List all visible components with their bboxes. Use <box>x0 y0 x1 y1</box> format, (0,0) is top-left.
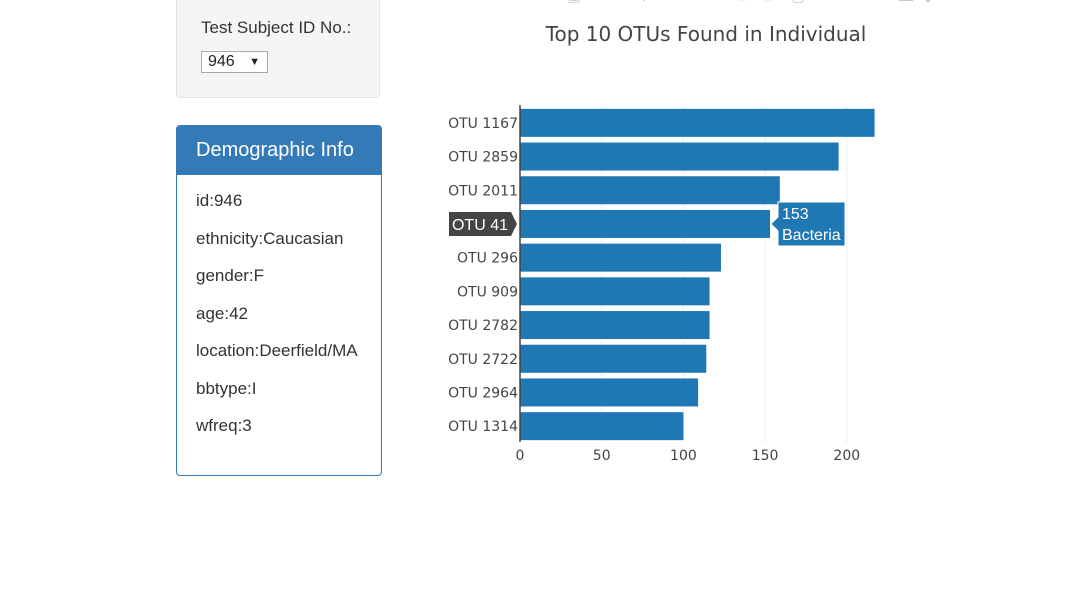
hover-closest-icon[interactable]: ▬ <box>898 0 914 4</box>
axis-hover-box <box>449 211 517 236</box>
x-tick-label: 100 <box>670 448 697 464</box>
hover-compare-icon[interactable]: ◆ <box>920 0 936 4</box>
demographic-id: id:946 <box>196 191 243 210</box>
bar[interactable] <box>520 142 839 171</box>
demographic-ethnicity: ethnicity:Caucasian <box>196 228 344 248</box>
bar[interactable] <box>520 108 875 137</box>
spike-lines-icon[interactable]: + <box>866 0 882 4</box>
plotly-logo-icon[interactable]: ▀ <box>962 0 978 4</box>
demographic-age: age:42 <box>196 303 248 323</box>
subject-id-select[interactable]: 946 ▼ <box>201 51 268 73</box>
bar[interactable] <box>520 344 707 373</box>
demographic-bbtype: bbtype:I <box>196 378 257 398</box>
y-tick-label: OTU 296 <box>457 251 518 267</box>
x-tick-label: 150 <box>752 448 779 464</box>
zoom-icon[interactable]: ● <box>606 0 622 4</box>
x-tick-label: 0 <box>516 448 525 464</box>
bar[interactable] <box>520 209 771 238</box>
x-tick-label: 50 <box>593 448 611 464</box>
data-hover-box <box>770 201 846 247</box>
subject-id-value: 946 <box>208 53 235 70</box>
hover-text: Bacteria <box>782 227 841 244</box>
demographic-panel-heading: Demographic Info <box>177 126 381 175</box>
subject-id-label: Test Subject ID No.: <box>201 18 352 37</box>
camera-icon[interactable]: ▣ <box>566 0 582 4</box>
bar[interactable] <box>520 277 710 306</box>
demographic-location: location:Deerfield/MA <box>196 341 358 360</box>
bar[interactable] <box>520 412 684 441</box>
axis-hover-label: OTU 41 <box>452 217 508 234</box>
reset-axes-icon[interactable]: ▪ <box>826 0 842 4</box>
demographic-gender: gender:F <box>196 266 265 285</box>
zoom-out-icon[interactable]: ■ <box>760 0 776 4</box>
pan-icon[interactable]: ↕ <box>636 0 652 4</box>
chart-title: Top 10 OTUs Found in Individual <box>545 22 867 46</box>
chevron-down-icon: ▼ <box>249 56 260 68</box>
bar[interactable] <box>520 378 699 407</box>
lasso-select-icon[interactable]: ⌒ <box>694 0 710 4</box>
x-tick-label: 200 <box>833 448 860 464</box>
y-tick-label: OTU 1314 <box>448 419 518 435</box>
y-tick-label: OTU 2722 <box>448 352 518 368</box>
hover-value: 153 <box>782 206 809 223</box>
y-tick-label: OTU 1167 <box>448 116 518 132</box>
demographic-wfreq: wfreq:3 <box>196 416 252 435</box>
y-tick-label: OTU 2859 <box>448 150 518 166</box>
box-select-icon[interactable]: ┈ <box>664 0 680 4</box>
demographic-panel: Demographic Info id:946 ethnicity:Caucas… <box>176 125 382 476</box>
y-tick-label: OTU 2011 <box>448 183 518 199</box>
demographic-panel-body: id:946 ethnicity:Caucasian gender:F age:… <box>177 175 381 454</box>
bar[interactable] <box>520 311 710 340</box>
subject-selector-panel: Test Subject ID No.: 946 ▼ <box>176 0 380 98</box>
y-tick-label: OTU 2964 <box>448 385 518 401</box>
bar[interactable] <box>520 176 780 205</box>
bar[interactable] <box>520 243 721 272</box>
autoscale-icon[interactable]: ▢ <box>790 0 806 4</box>
y-tick-label: OTU 2782 <box>448 318 518 334</box>
zoom-in-icon[interactable]: ■ <box>734 0 750 4</box>
y-tick-label: OTU 909 <box>457 284 518 300</box>
